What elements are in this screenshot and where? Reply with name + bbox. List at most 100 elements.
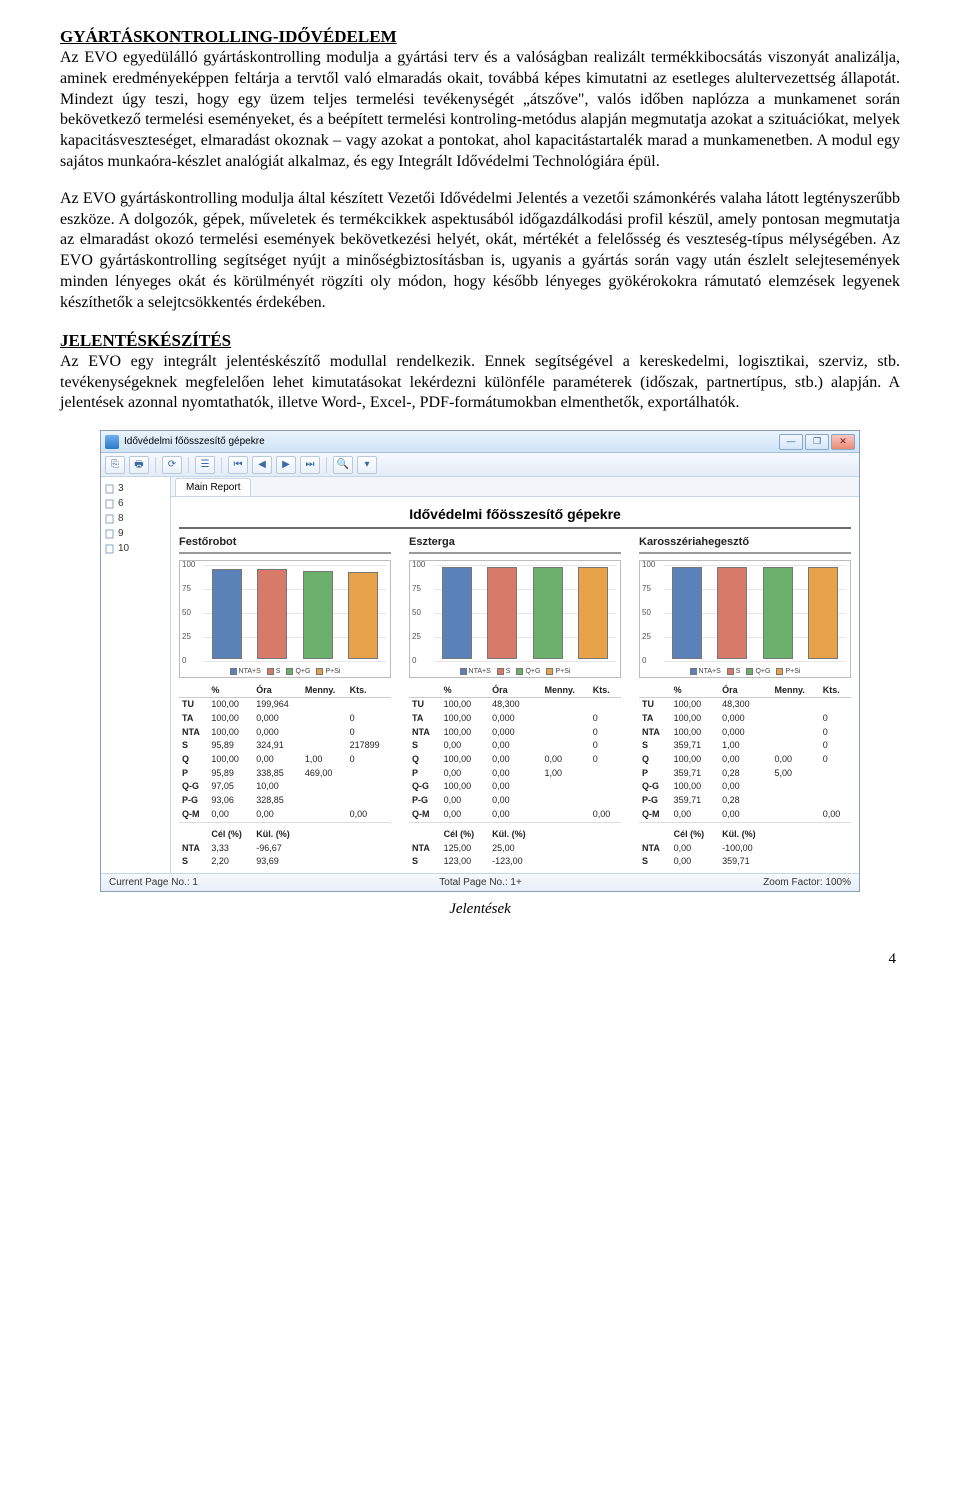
table-header: Óra <box>253 684 302 698</box>
last-page-button[interactable]: ⏭ <box>300 456 320 474</box>
table-cell: TU <box>179 698 208 712</box>
y-axis-label: 0 <box>642 655 646 665</box>
table-cell: 25,00 <box>489 842 541 856</box>
window-buttons: — ❐ ✕ <box>779 434 855 450</box>
first-page-button[interactable]: ⏮ <box>228 456 248 474</box>
table-cell <box>820 794 851 808</box>
table-cell: 0,000 <box>489 726 541 740</box>
table-cell: 199,964 <box>253 698 302 712</box>
table-cell <box>590 698 621 712</box>
find-button[interactable]: 🔍 <box>333 456 353 474</box>
legend-label: Q+G <box>755 667 770 676</box>
table-cell: 359,71 <box>671 794 719 808</box>
legend-item: P+Si <box>316 667 340 676</box>
minimize-button[interactable]: — <box>779 434 803 450</box>
table-cell: 0,00 <box>441 808 489 822</box>
y-axis-label: 100 <box>182 559 195 569</box>
table-cell: 359,71 <box>671 739 719 753</box>
legend-label: NTA+S <box>699 667 721 676</box>
report-toolbar: ⎘ 🖶 ⟳ ☰ ⏮ ◀ ▶ ⏭ 🔍 ▾ <box>101 453 859 477</box>
table-cell: -96,67 <box>253 842 302 856</box>
y-axis-label: 25 <box>412 631 421 641</box>
refresh-button[interactable]: ⟳ <box>162 456 182 474</box>
page-icon <box>105 514 115 524</box>
table-cell: 0 <box>820 739 851 753</box>
table-cell <box>590 794 621 808</box>
legend-swatch <box>230 668 237 675</box>
y-axis-label: 50 <box>182 607 191 617</box>
prev-page-button[interactable]: ◀ <box>252 456 272 474</box>
table-cell: 1,00 <box>719 739 771 753</box>
legend-swatch <box>316 668 323 675</box>
chart-legend: NTA+SSQ+GP+Si <box>410 667 620 676</box>
table-cell: S <box>409 739 441 753</box>
next-page-button[interactable]: ▶ <box>276 456 296 474</box>
legend-item: NTA+S <box>460 667 491 676</box>
table-cell <box>347 780 391 794</box>
tree-item[interactable]: 8 <box>103 511 168 526</box>
tree-item[interactable]: 6 <box>103 496 168 511</box>
table-cell <box>302 794 347 808</box>
maximize-button[interactable]: ❐ <box>805 434 829 450</box>
status-current-page: Current Page No.: 1 <box>109 876 198 889</box>
section1-heading: GYÁRTÁSKONTROLLING-IDŐVÉDELEM <box>60 26 900 48</box>
table-cell: 5,00 <box>772 767 820 781</box>
machine-name: Festőrobot <box>179 535 391 549</box>
table-header: % <box>441 684 489 698</box>
table-cell: 95,89 <box>208 767 253 781</box>
table-cell: TA <box>409 712 441 726</box>
print-button[interactable]: 🖶 <box>129 456 149 474</box>
table-cell: 0,00 <box>590 808 621 822</box>
table-cell: 100,00 <box>441 780 489 794</box>
table-row: NTA100,000,0000 <box>179 726 391 740</box>
chart-bar <box>717 567 747 659</box>
legend-label: S <box>736 667 741 676</box>
table-cell: Q-M <box>409 808 441 822</box>
table-cell <box>302 698 347 712</box>
machines-row: Festőrobot1007550250NTA+SSQ+GP+Si%ÓraMen… <box>179 535 851 869</box>
table-cell: 0,00 <box>772 753 820 767</box>
table-cell: 0,28 <box>719 794 771 808</box>
page-icon <box>105 499 115 509</box>
table-cell: 0,000 <box>719 712 771 726</box>
tab-main-report[interactable]: Main Report <box>175 478 251 496</box>
table-cell <box>347 767 391 781</box>
table-cell: 0 <box>347 726 391 740</box>
legend-swatch <box>776 668 783 675</box>
tree-item[interactable]: 10 <box>103 541 168 556</box>
close-button[interactable]: ✕ <box>831 434 855 450</box>
report-window: Idővédelmi főösszesítő gépekre — ❐ ✕ ⎘ 🖶… <box>100 430 860 892</box>
table-header: % <box>671 684 719 698</box>
table-row: Q100,000,001,000 <box>179 753 391 767</box>
table-cell: 359,71 <box>719 855 771 869</box>
table-cell <box>542 698 590 712</box>
table-cell: 324,91 <box>253 739 302 753</box>
table-cell: S <box>639 739 671 753</box>
legend-label: NTA+S <box>239 667 261 676</box>
table-row: Q-M0,000,000,00 <box>179 808 391 822</box>
table-header: Kts. <box>347 684 391 698</box>
table-row: TU100,0048,300 <box>639 698 851 712</box>
table-cell: NTA <box>639 726 671 740</box>
table-cell <box>772 698 820 712</box>
table-cell: 93,69 <box>253 855 302 869</box>
tree-item[interactable]: 9 <box>103 526 168 541</box>
table-header: Kts. <box>590 684 621 698</box>
page-icon <box>105 529 115 539</box>
table-footer-header: Kül. (%) <box>719 828 771 842</box>
table-cell: 48,300 <box>719 698 771 712</box>
zoom-button[interactable]: ▾ <box>357 456 377 474</box>
legend-swatch <box>546 668 553 675</box>
table-cell: 0,00 <box>719 808 771 822</box>
section2-heading: JELENTÉSKÉSZÍTÉS <box>60 330 900 352</box>
table-cell: Q <box>409 753 441 767</box>
toggle-tree-button[interactable]: ☰ <box>195 456 215 474</box>
export-button[interactable]: ⎘ <box>105 456 125 474</box>
table-cell: 100,00 <box>671 726 719 740</box>
table-row: S359,711,00 0 <box>639 739 851 753</box>
table-cell: 217899 <box>347 739 391 753</box>
toolbar-separator <box>326 457 327 473</box>
table-row: NTA100,000,0000 <box>409 726 621 740</box>
bar-chart: 1007550250NTA+SSQ+GP+Si <box>179 560 391 678</box>
tree-item[interactable]: 3 <box>103 481 168 496</box>
